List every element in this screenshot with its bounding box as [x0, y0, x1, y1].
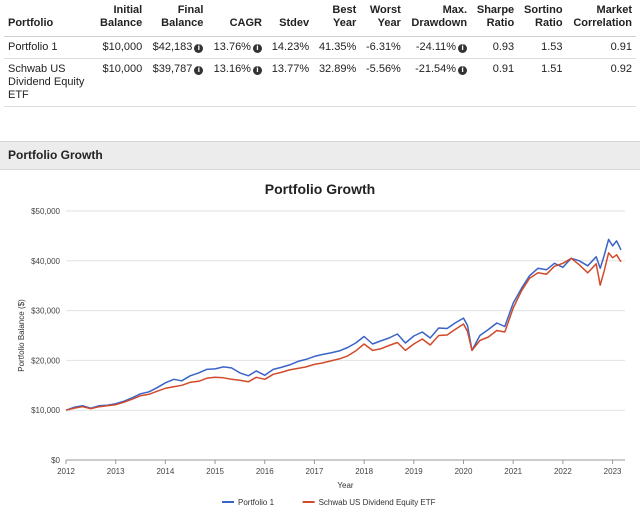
info-circle-icon[interactable]: i: [458, 66, 468, 75]
y-tick-label: $30,000: [31, 307, 60, 316]
stdev-cell: 13.77%: [265, 58, 314, 107]
cagr-cell: 13.16% i: [207, 58, 266, 107]
x-axis-ticks: 2012 2013 2014 2015 2016 2017 2018 2019 2020 2021…: [57, 460, 622, 476]
max-drawdown-value: -24.11%: [415, 41, 457, 53]
legend-label: Schwab US Dividend Equity ETF: [319, 498, 436, 507]
legend-label: Portfolio 1: [238, 498, 275, 507]
y-axis-ticks: $0 $10,000 $20,000 $30,000 $40,000 $50,000: [31, 207, 60, 465]
chart-series: [65, 238, 622, 411]
sharpe-ratio-cell: 0.91: [471, 58, 519, 107]
cagr-cell: 13.76% i: [207, 36, 266, 59]
x-tick-label: 2012: [57, 467, 75, 476]
summary-header-row: Portfolio Initial Balance Final Balance CA…: [4, 0, 636, 37]
stdev-cell: 14.23%: [265, 36, 314, 59]
info-circle-icon[interactable]: i: [252, 66, 262, 75]
col-header-worst-year: Worst Year: [360, 0, 405, 37]
series-line-portfolio-1: [65, 238, 622, 411]
legend-item[interactable]: Portfolio 1: [222, 498, 275, 507]
market-correlation-cell: 0.91: [566, 36, 636, 59]
x-tick-label: 2015: [206, 467, 224, 476]
col-header-sharpe-ratio: Sharpe Ratio: [471, 0, 519, 37]
col-header-portfolio: Portfolio: [4, 0, 94, 37]
col-header-best-year: Best Year: [313, 0, 361, 37]
info-circle-icon[interactable]: i: [194, 44, 204, 53]
col-header-cagr: CAGR: [207, 0, 266, 37]
initial-balance-cell: $10,000: [94, 36, 147, 59]
final-balance-cell: $39,787 i: [146, 58, 208, 107]
x-tick-label: 2016: [256, 467, 274, 476]
y-tick-label: $0: [51, 456, 60, 465]
max-drawdown-cell: -24.11% i: [404, 36, 472, 59]
market-correlation-cell: 0.92: [566, 58, 636, 107]
series-line-schwab-us-dividend-equity-etf: [65, 252, 622, 411]
best-year-cell: 32.89%: [313, 58, 361, 107]
x-tick-label: 2019: [405, 467, 423, 476]
info-circle-icon[interactable]: i: [194, 66, 204, 75]
y-axis-label: Portfolio Balance ($): [17, 299, 26, 372]
x-tick-label: 2022: [554, 467, 572, 476]
chart-title: Portfolio Growth: [265, 181, 375, 197]
info-circle-icon[interactable]: i: [252, 44, 262, 53]
section-title: Portfolio Growth: [8, 148, 103, 162]
chart-gridlines: [66, 210, 625, 461]
best-year-cell: 41.35%: [313, 36, 361, 59]
col-header-final-balance: Final Balance: [146, 0, 208, 37]
max-drawdown-value: -21.54%: [415, 63, 457, 75]
x-tick-label: 2018: [355, 467, 373, 476]
x-tick-label: 2017: [306, 467, 324, 476]
table-row: Portfolio 1 $10,000 $42,183 i 13.76% i 14.…: [4, 36, 636, 59]
col-header-initial-balance: Initial Balance: [94, 0, 147, 37]
col-header-max-drawdown: Max. Drawdown: [404, 0, 472, 37]
sortino-ratio-cell: 1.51: [518, 58, 567, 107]
x-axis-label: Year: [337, 481, 354, 490]
initial-balance-cell: $10,000: [94, 58, 147, 107]
legend-item[interactable]: Schwab US Dividend Equity ETF: [302, 498, 436, 507]
table-row: Schwab US Dividend Equity ETF $10,000 $3…: [4, 58, 636, 107]
worst-year-cell: -5.56%: [360, 58, 405, 107]
final-balance-cell: $42,183 i: [146, 36, 208, 59]
x-tick-label: 2014: [156, 467, 174, 476]
chart-legend[interactable]: Portfolio 1 Schwab US Dividend Equity ETF: [222, 498, 436, 507]
cagr-value: 13.16%: [213, 63, 251, 75]
portfolio-growth-section-header: Portfolio Growth: [0, 141, 640, 170]
info-circle-icon[interactable]: i: [458, 44, 468, 53]
cagr-value: 13.76%: [213, 41, 251, 53]
summary-table: Portfolio Initial Balance Final Balance CA…: [4, 0, 636, 107]
sharpe-ratio-cell: 0.93: [471, 36, 519, 59]
max-drawdown-cell: -21.54% i: [404, 58, 472, 107]
x-tick-label: 2020: [455, 467, 473, 476]
y-tick-label: $40,000: [31, 257, 60, 266]
col-header-sortino-ratio: Sortino Ratio: [518, 0, 567, 37]
final-balance-value: $39,787: [152, 63, 193, 75]
x-tick-label: 2023: [604, 467, 622, 476]
y-tick-label: $10,000: [31, 406, 60, 415]
col-header-stdev: Stdev: [265, 0, 314, 37]
x-tick-label: 2013: [107, 467, 125, 476]
col-header-market-correlation: Market Correlation: [566, 0, 636, 37]
final-balance-value: $42,183: [152, 41, 193, 53]
summary-stats-panel: Portfolio Initial Balance Final Balance CA…: [0, 0, 640, 130]
sortino-ratio-cell: 1.53: [518, 36, 567, 59]
worst-year-cell: -6.31%: [360, 36, 405, 59]
y-tick-label: $50,000: [31, 207, 60, 216]
portfolio-name-cell: Portfolio 1: [4, 36, 94, 59]
x-tick-label: 2021: [504, 467, 522, 476]
y-tick-label: $20,000: [31, 356, 60, 365]
portfolio-name-cell: Schwab US Dividend Equity ETF: [4, 58, 94, 107]
portfolio-growth-chart: Portfolio Growth $0 $10,000 $20,000 $30,000…: [17, 181, 625, 507]
